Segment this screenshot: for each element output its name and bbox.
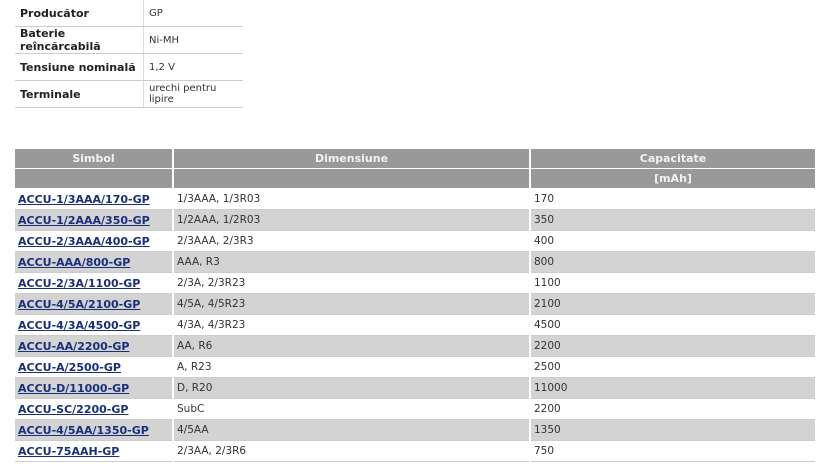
simbol-cell: ACCU-AA/2200-GP [15,335,174,357]
capacitate-cell: 11000 [530,377,815,399]
unit-capacitate: [mAh] [530,168,815,189]
simbol-cell: ACCU-2/3A/1100-GP [15,272,174,294]
product-link[interactable]: ACCU-AAA/800-GP [18,255,131,269]
product-link[interactable]: ACCU-SC/2200-GP [18,402,129,416]
simbol-cell: ACCU-1/3AAA/170-GP [15,188,174,210]
header-simbol: Simbol [15,149,174,169]
simbol-cell: ACCU-75AAH-GP [15,440,174,462]
product-link[interactable]: ACCU-2/3A/1100-GP [18,276,141,290]
capacitate-cell: 2500 [530,356,815,378]
table-row: ACCU-4/5A/2100-GP 4/5A, 4/5R23 2100 [15,293,815,315]
dimensiune-cell: D, R20 [173,377,531,399]
simbol-cell: ACCU-A/2500-GP [15,356,174,378]
simbol-cell: ACCU-AAA/800-GP [15,251,174,273]
table-row: ACCU-2/3AAA/400-GP 2/3AAA, 2/3R3 400 [15,230,815,252]
info-label: Tensiune nominală [15,53,144,81]
simbol-cell: ACCU-SC/2200-GP [15,398,174,420]
product-link[interactable]: ACCU-4/5AA/1350-GP [18,423,149,437]
table-row: ACCU-4/5AA/1350-GP 4/5AA 1350 [15,419,815,441]
capacitate-cell: 2200 [530,335,815,357]
dimensiune-cell: 4/3A, 4/3R23 [173,314,531,336]
table-row: ACCU-D/11000-GP D, R20 11000 [15,377,815,399]
capacitate-cell: 750 [530,440,815,462]
header-row: Simbol Dimensiune Capacitate [15,149,815,169]
units-row: [mAh] [15,168,815,189]
table-row: ACCU-A/2500-GP A, R23 2500 [15,356,815,378]
dimensiune-cell: SubC [173,398,531,420]
product-link[interactable]: ACCU-75AAH-GP [18,444,120,458]
capacitate-cell: 4500 [530,314,815,336]
capacitate-cell: 800 [530,251,815,273]
info-value: GP [143,0,243,27]
dimensiune-cell: 4/5A, 4/5R23 [173,293,531,315]
capacitate-cell: 350 [530,209,815,231]
table-row: ACCU-75AAH-GP 2/3AA, 2/3R6 750 [15,440,815,462]
dimensiune-cell: 2/3AAA, 2/3R3 [173,230,531,252]
unit-dimensiune [173,168,531,189]
dimensiune-cell: AAA, R3 [173,251,531,273]
info-row: Baterie reîncărcabilă Ni-MH [15,26,243,54]
info-row: Tensiune nominală 1,2 V [15,53,243,81]
product-info-table: Producător GP Baterie reîncărcabilă Ni-MH Te… [15,0,243,108]
simbol-cell: ACCU-2/3AAA/400-GP [15,230,174,252]
info-row: Producător GP [15,0,243,27]
table-row: ACCU-1/2AAA/350-GP 1/2AAA, 1/2R03 350 [15,209,815,231]
dimensiune-cell: AA, R6 [173,335,531,357]
capacitate-cell: 2200 [530,398,815,420]
parts-table: Simbol Dimensiune Capacitate [mAh] ACCU-… [15,149,815,462]
capacitate-cell: 1350 [530,419,815,441]
info-value: urechi pentru lipire [143,80,243,108]
dimensiune-cell: 1/2AAA, 1/2R03 [173,209,531,231]
simbol-cell: ACCU-D/11000-GP [15,377,174,399]
capacitate-cell: 400 [530,230,815,252]
dimensiune-cell: 2/3A, 2/3R23 [173,272,531,294]
product-link[interactable]: ACCU-2/3AAA/400-GP [18,234,150,248]
unit-simbol [15,168,174,189]
table-row: ACCU-2/3A/1100-GP 2/3A, 2/3R23 1100 [15,272,815,294]
simbol-cell: ACCU-4/5AA/1350-GP [15,419,174,441]
table-row: ACCU-SC/2200-GP SubC 2200 [15,398,815,420]
capacitate-cell: 1100 [530,272,815,294]
simbol-cell: ACCU-4/5A/2100-GP [15,293,174,315]
capacitate-cell: 170 [530,188,815,210]
table-row: ACCU-AAA/800-GP AAA, R3 800 [15,251,815,273]
info-label: Terminale [15,80,144,108]
dimensiune-cell: A, R23 [173,356,531,378]
product-link[interactable]: ACCU-1/2AAA/350-GP [18,213,150,227]
dimensiune-cell: 2/3AA, 2/3R6 [173,440,531,462]
info-value: 1,2 V [143,53,243,81]
product-link[interactable]: ACCU-1/3AAA/170-GP [18,192,150,206]
product-link[interactable]: ACCU-4/3A/4500-GP [18,318,141,332]
header-capacitate: Capacitate [530,149,815,169]
info-row: Terminale urechi pentru lipire [15,80,243,108]
capacitate-cell: 2100 [530,293,815,315]
info-label: Producător [15,0,144,27]
simbol-cell: ACCU-4/3A/4500-GP [15,314,174,336]
product-link[interactable]: ACCU-AA/2200-GP [18,339,130,353]
table-row: ACCU-1/3AAA/170-GP 1/3AAA, 1/3R03 170 [15,188,815,210]
simbol-cell: ACCU-1/2AAA/350-GP [15,209,174,231]
product-link[interactable]: ACCU-4/5A/2100-GP [18,297,141,311]
product-link[interactable]: ACCU-A/2500-GP [18,360,121,374]
info-value: Ni-MH [143,26,243,54]
header-dimensiune: Dimensiune [173,149,531,169]
product-link[interactable]: ACCU-D/11000-GP [18,381,130,395]
info-label: Baterie reîncărcabilă [15,26,144,54]
table-row: ACCU-4/3A/4500-GP 4/3A, 4/3R23 4500 [15,314,815,336]
dimensiune-cell: 1/3AAA, 1/3R03 [173,188,531,210]
table-row: ACCU-AA/2200-GP AA, R6 2200 [15,335,815,357]
dimensiune-cell: 4/5AA [173,419,531,441]
